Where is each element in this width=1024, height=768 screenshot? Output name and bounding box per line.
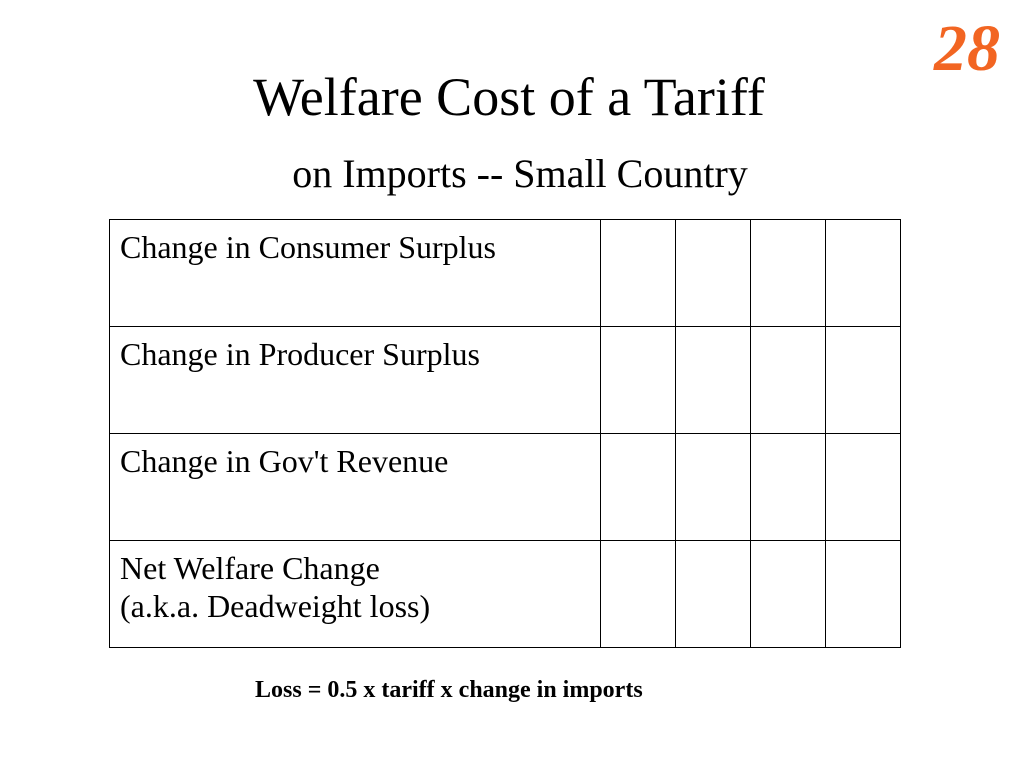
table-cell	[750, 540, 826, 648]
table-row: Change in Producer Surplus	[109, 326, 901, 434]
row-label: Change in Gov't Revenue	[109, 433, 601, 541]
row-label: Change in Consumer Surplus	[109, 219, 601, 327]
slide-number: 28	[934, 12, 1000, 85]
title-main: Welfare Cost of a Tariff	[253, 67, 765, 127]
table-cell	[825, 540, 901, 648]
row-label-line: Change in Consumer Surplus	[120, 229, 496, 265]
welfare-table: Change in Consumer Surplus Change in Pro…	[109, 219, 901, 648]
page-title: Welfare Cost of a Tariff	[0, 67, 1024, 127]
table-cell	[675, 433, 751, 541]
table-row: Net Welfare Change (a.k.a. Deadweight lo…	[109, 540, 901, 648]
row-label: Change in Producer Surplus	[109, 326, 601, 434]
table-cell	[675, 540, 751, 648]
table-row: Change in Gov't Revenue	[109, 433, 901, 541]
table-cell	[600, 219, 676, 327]
table-cell	[825, 433, 901, 541]
table-cell	[600, 326, 676, 434]
table-cell	[600, 540, 676, 648]
table-cell	[825, 326, 901, 434]
row-label-line: Change in Producer Surplus	[120, 336, 480, 372]
footnote-formula: Loss = 0.5 x tariff x change in imports	[255, 677, 643, 703]
table-cell	[750, 219, 826, 327]
row-label: Net Welfare Change (a.k.a. Deadweight lo…	[109, 540, 601, 648]
table-cell	[675, 219, 751, 327]
table-cell	[675, 326, 751, 434]
row-label-line: Net Welfare Change	[120, 550, 380, 586]
table-cell	[750, 433, 826, 541]
row-label-line: (a.k.a. Deadweight loss)	[120, 588, 431, 624]
table-cell	[825, 219, 901, 327]
table-cell	[750, 326, 826, 434]
table-cell	[600, 433, 676, 541]
row-label-line: Change in Gov't Revenue	[120, 443, 449, 479]
page-subtitle: on Imports -- Small Country	[292, 151, 748, 196]
table-row: Change in Consumer Surplus	[109, 219, 901, 327]
